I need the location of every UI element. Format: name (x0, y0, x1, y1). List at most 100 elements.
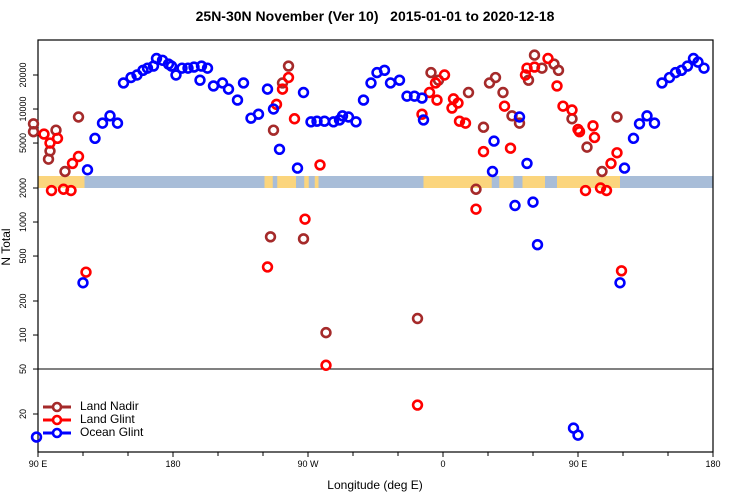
legend-item-ocean-glint: Ocean Glint (42, 426, 143, 439)
data-point-ocean-glint (350, 116, 362, 128)
data-point-land-nadir (282, 60, 295, 72)
data-point-land-glint (605, 157, 617, 170)
data-point-ocean-glint (531, 238, 544, 251)
data-point-land-glint (528, 61, 541, 73)
map-band-land-segment (264, 176, 273, 188)
data-point-land-nadir (27, 125, 40, 138)
data-point-ocean-glint (656, 77, 668, 89)
data-point-land-nadir (470, 183, 482, 195)
data-point-land-nadir (411, 312, 424, 325)
data-point-land-nadir (320, 326, 332, 339)
data-point-ocean-glint (201, 62, 214, 74)
x-tick-label: 90 W (297, 459, 319, 469)
data-point-ocean-glint (614, 277, 626, 289)
data-point-ocean-glint (627, 132, 640, 145)
y-tick-label: 1000 (18, 212, 28, 232)
y-axis-title: N Total (0, 228, 13, 266)
data-point-ocean-glint (165, 60, 178, 72)
x-tick-label: 90 E (569, 459, 588, 469)
data-point-land-glint (615, 265, 628, 277)
data-point-land-glint (72, 150, 85, 163)
y-tick-label: 20000 (18, 62, 28, 87)
data-point-ocean-glint (176, 62, 188, 74)
data-point-land-nadir (552, 64, 565, 77)
data-point-ocean-glint (141, 62, 154, 74)
data-point-ocean-glint (261, 83, 274, 95)
data-point-ocean-glint (291, 162, 304, 174)
data-point-ocean-glint (641, 110, 653, 122)
data-point-ocean-glint (342, 111, 355, 123)
y-tick-label: 500 (18, 249, 28, 264)
data-point-ocean-glint (273, 143, 286, 156)
data-point-land-glint (66, 157, 79, 170)
data-point-ocean-glint (488, 135, 500, 147)
data-point-ocean-glint (81, 164, 94, 176)
data-point-ocean-glint (384, 77, 397, 89)
y-tick-label: 10000 (18, 97, 28, 122)
data-point-land-glint (282, 71, 295, 84)
data-point-ocean-glint (513, 111, 526, 123)
x-tick-label: 180 (165, 459, 180, 469)
data-point-ocean-glint (327, 116, 340, 128)
map-band-land-segment (522, 176, 545, 188)
legend-glyph-ocean-glint (43, 427, 71, 438)
data-point-land-glint (579, 184, 592, 197)
data-point-ocean-glint (237, 77, 250, 89)
data-point-ocean-glint (416, 92, 428, 104)
data-point-ocean-glint (305, 116, 317, 128)
data-point-land-glint (288, 113, 301, 125)
data-point-land-nadir (42, 153, 55, 165)
data-point-ocean-glint (698, 62, 710, 74)
data-point-land-nadir (611, 111, 623, 123)
y-tick-label: 100 (18, 328, 28, 343)
data-point-ocean-glint (150, 52, 163, 65)
data-point-ocean-glint (222, 83, 235, 95)
data-point-land-nadir (528, 49, 541, 61)
data-point-ocean-glint (297, 86, 310, 99)
data-point-land-glint (477, 145, 490, 158)
data-point-ocean-glint (111, 117, 124, 129)
data-point-land-glint (519, 69, 532, 81)
data-point-land-nadir (489, 71, 502, 84)
data-point-ocean-glint (633, 118, 646, 130)
data-point-land-glint (551, 80, 563, 92)
data-point-land-nadir (425, 66, 437, 79)
data-point-land-glint (65, 184, 77, 197)
data-point-land-glint (261, 261, 274, 273)
data-point-land-nadir (72, 111, 85, 123)
data-point-ocean-glint (182, 62, 194, 74)
data-point-land-glint (470, 203, 482, 215)
data-point-land-glint (38, 128, 50, 140)
data-point-ocean-glint (509, 199, 521, 212)
data-point-ocean-glint (336, 110, 349, 122)
data-point-land-glint (504, 142, 517, 154)
data-point-land-glint (587, 120, 599, 132)
data-point-ocean-glint (216, 77, 229, 89)
y-tick-label: 20 (18, 409, 28, 419)
data-point-ocean-glint (618, 162, 631, 174)
data-point-land-nadir (596, 165, 608, 178)
data-point-land-glint (44, 137, 56, 149)
data-point-land-glint (542, 52, 554, 65)
data-point-ocean-glint (89, 132, 101, 145)
data-point-land-nadir (497, 86, 509, 99)
data-point-ocean-glint (207, 80, 220, 92)
legend-glyph-land-nadir (43, 401, 71, 412)
data-point-land-glint (320, 359, 332, 371)
map-band-land-segment (304, 176, 309, 188)
chart-title: 25N-30N November (Ver 10) 2015-01-01 to … (195, 8, 555, 24)
data-point-land-nadir (267, 124, 280, 136)
data-point-land-glint (276, 83, 289, 95)
data-point-ocean-glint (521, 157, 533, 170)
map-band-land-segment (499, 176, 514, 188)
data-point-ocean-glint (648, 117, 661, 129)
map-band-land-segment (314, 176, 319, 188)
x-axis-title: Longitude (deg E) (327, 478, 423, 492)
data-point-land-glint (498, 100, 511, 112)
data-point-land-glint (557, 100, 569, 112)
data-point-land-glint (299, 213, 311, 225)
data-point-land-glint (431, 94, 443, 106)
data-point-ocean-glint (357, 94, 370, 106)
data-point-land-glint (446, 102, 458, 114)
